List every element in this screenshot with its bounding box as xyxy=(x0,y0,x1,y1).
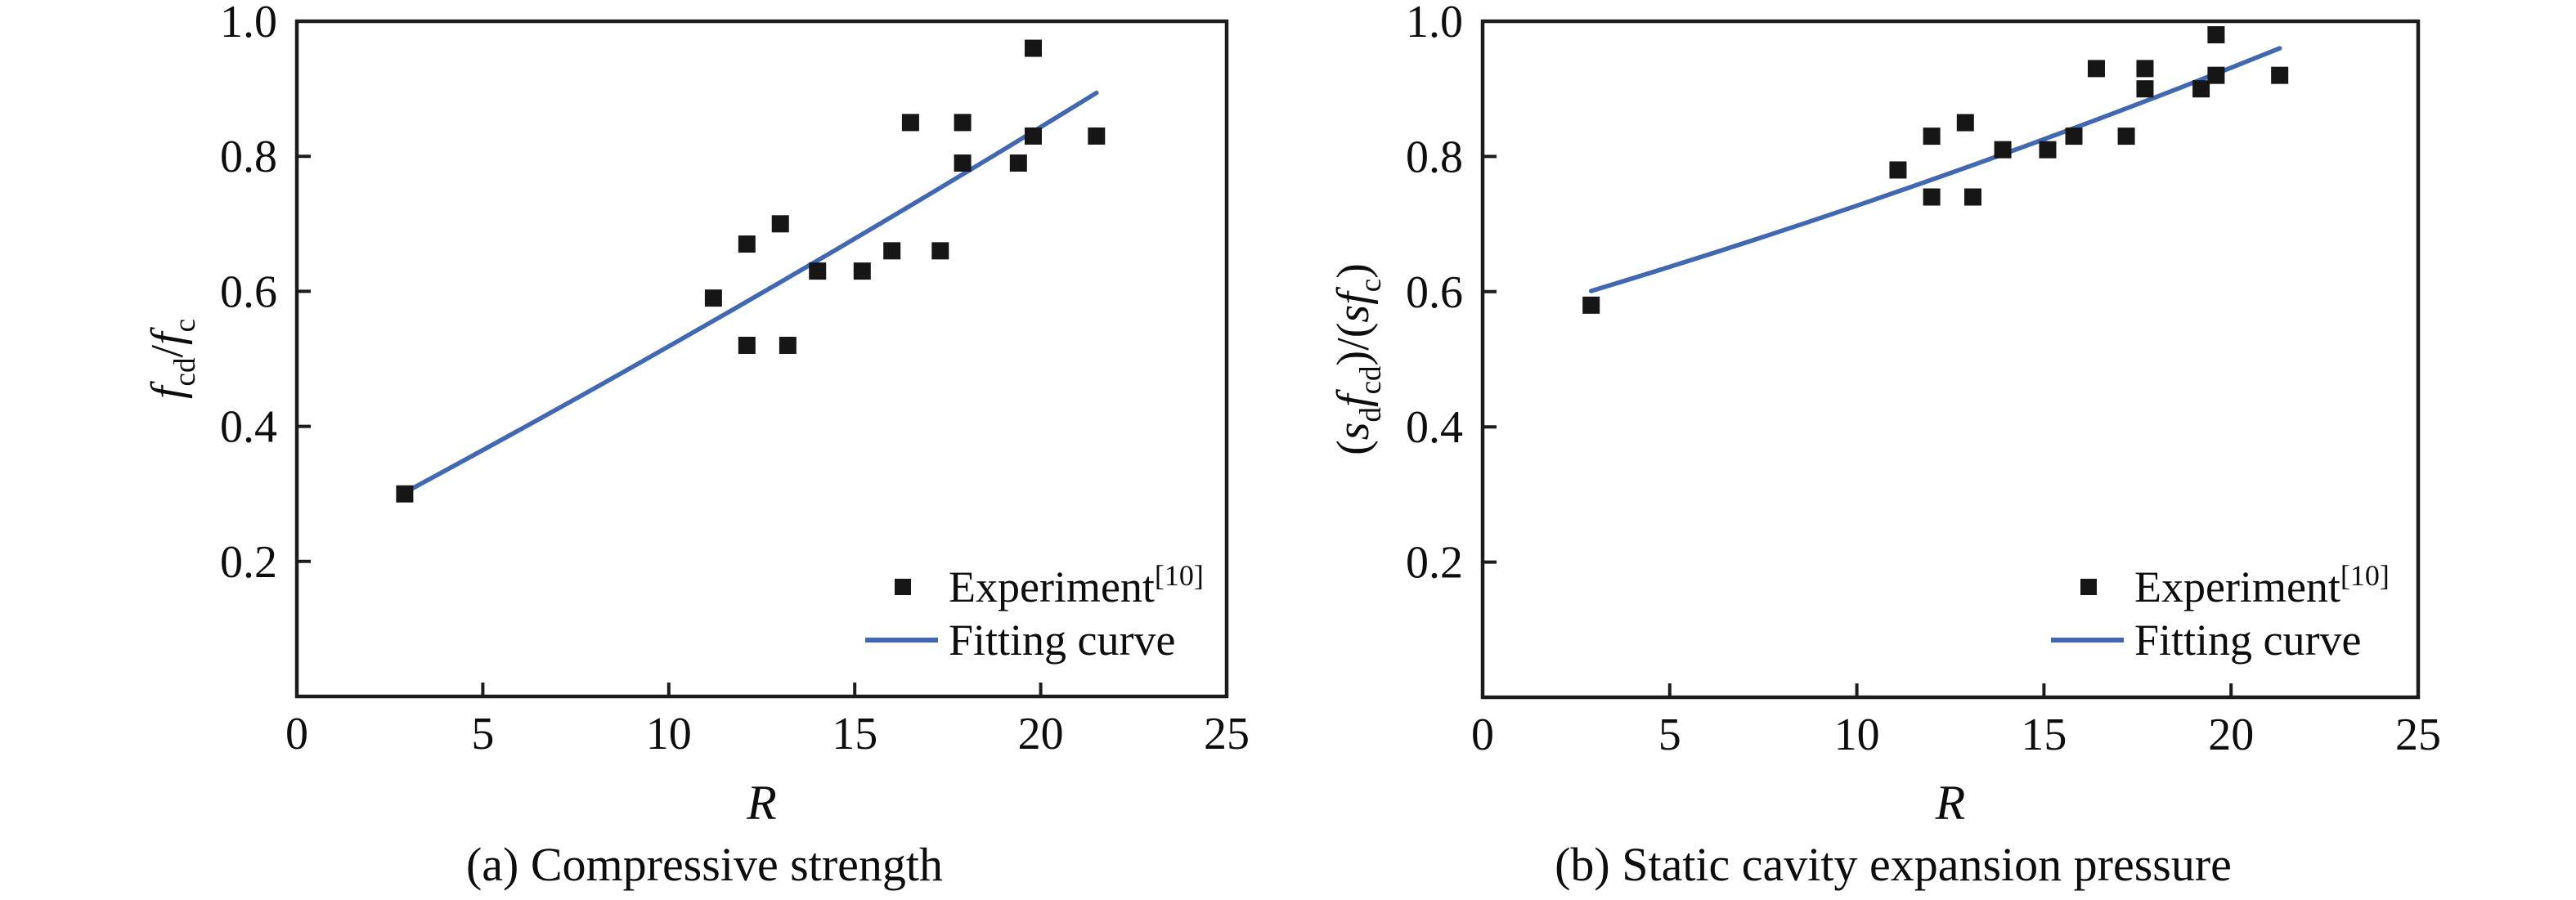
data-point xyxy=(2271,66,2289,84)
caption-panel-b: (b) Static cavity expansion pressure xyxy=(1555,838,2232,891)
plot-frame xyxy=(1480,19,2421,700)
y-tick-label: 0.2 xyxy=(220,537,277,588)
panel-a: 0 5 10 15 20 25 0.2 0.4 0.6 0.8 1.0 Experiment[10] F… xyxy=(142,0,1250,830)
x-tick-label: 25 xyxy=(2395,710,2441,760)
y-tick-label: 0.4 xyxy=(220,402,277,453)
x-axis-label: R xyxy=(746,776,777,830)
y-tick-label: 0.8 xyxy=(1406,132,1463,182)
x-tick-label: 20 xyxy=(2208,710,2254,760)
data-point xyxy=(1025,39,1043,57)
data-point xyxy=(1889,161,1907,179)
data-point xyxy=(2039,141,2057,159)
x-tick-label: 20 xyxy=(1018,709,1064,759)
legend-label-fitting-curve: Fitting curve xyxy=(2134,616,2361,665)
data-point xyxy=(704,289,722,307)
data-point xyxy=(1582,296,1600,314)
data-point xyxy=(2087,60,2105,78)
data-point xyxy=(2065,128,2083,146)
data-point xyxy=(1025,127,1043,145)
x-tick-label: 10 xyxy=(646,709,692,759)
data-point xyxy=(809,262,827,280)
data-point xyxy=(1009,154,1027,172)
data-point xyxy=(1088,127,1106,145)
x-tick-label: 0 xyxy=(1471,710,1494,760)
fitting-curve xyxy=(402,90,1099,495)
data-point xyxy=(931,242,949,260)
x-tick-label: 10 xyxy=(1834,710,1880,760)
data-point xyxy=(954,154,972,172)
data-point xyxy=(1963,188,1981,206)
y-tick-label: 0.6 xyxy=(1406,267,1463,318)
y-tick-label: 0.8 xyxy=(220,132,277,182)
data-point xyxy=(1994,141,2012,159)
data-point xyxy=(1923,128,1941,146)
y-axis-label: (sdfcd)/(sfc) xyxy=(1328,263,1388,455)
fitting-curve xyxy=(1588,46,2282,293)
data-point xyxy=(2136,80,2154,98)
legend: Experiment[10] Fitting curve xyxy=(865,559,1204,665)
data-point xyxy=(2192,80,2210,98)
data-point xyxy=(1923,188,1941,206)
caption-panel-a: (a) Compressive strength xyxy=(465,838,944,891)
legend-label-experiment: Experiment[10] xyxy=(2134,559,2390,611)
y-axis-label: fcd/fc xyxy=(142,319,202,399)
data-point xyxy=(771,215,789,233)
panel-b: 0 5 10 15 20 25 0.2 0.4 0.6 0.8 1.0 Experiment[10] F… xyxy=(1328,0,2441,830)
data-point xyxy=(2207,66,2225,84)
plot-frame xyxy=(294,19,1229,699)
data-point xyxy=(2207,26,2225,44)
legend-marker-experiment xyxy=(2080,579,2097,595)
data-point xyxy=(2136,60,2154,78)
data-point xyxy=(396,485,414,503)
x-tick-label: 0 xyxy=(285,709,308,759)
x-tick-label: 25 xyxy=(1204,709,1250,759)
data-point xyxy=(738,336,756,354)
data-point xyxy=(779,336,797,354)
legend-label-fitting-curve: Fitting curve xyxy=(949,616,1175,665)
legend: Experiment[10] Fitting curve xyxy=(2051,559,2390,665)
legend-marker-experiment xyxy=(895,579,911,595)
data-point xyxy=(738,235,756,253)
legend-label-experiment: Experiment[10] xyxy=(949,559,1204,611)
x-tick-label: 5 xyxy=(1658,710,1681,760)
data-point xyxy=(954,114,972,132)
x-axis-label: R xyxy=(1935,776,1966,830)
y-tick-label: 0.6 xyxy=(220,266,277,317)
data-point xyxy=(901,114,919,132)
x-tick-label: 5 xyxy=(471,709,494,759)
data-point xyxy=(2117,128,2135,146)
y-tick-label: 0.4 xyxy=(1406,402,1463,453)
data-point xyxy=(883,242,901,260)
data-point xyxy=(853,262,871,280)
x-tick-label: 15 xyxy=(2021,710,2067,760)
x-tick-label: 15 xyxy=(832,709,877,759)
y-tick-label: 0.2 xyxy=(1406,538,1463,589)
y-tick-label: 1.0 xyxy=(220,0,277,47)
y-tick-label: 1.0 xyxy=(1406,0,1463,47)
data-point xyxy=(1956,114,1974,132)
